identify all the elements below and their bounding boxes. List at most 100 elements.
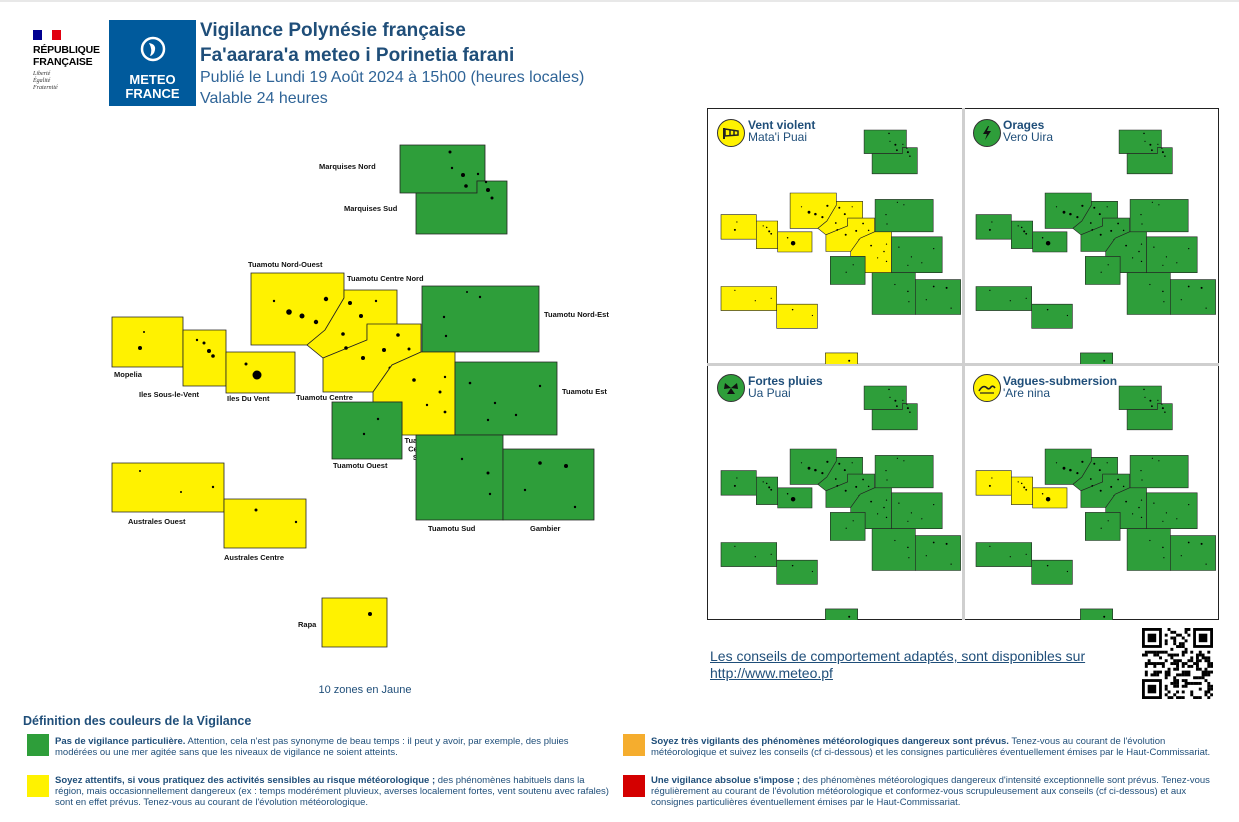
island-icon [1140, 243, 1143, 245]
advice-link[interactable]: Les conseils de comportement adaptés, so… [710, 648, 1130, 682]
island-icon [1149, 143, 1152, 146]
island-icon [910, 512, 912, 514]
island-icon [1009, 300, 1011, 302]
island-icon [894, 143, 897, 146]
island-icon [762, 225, 764, 227]
vagues-zone-gambier [1170, 535, 1216, 571]
island-icon [180, 491, 182, 493]
advice-url[interactable]: http://www.meteo.pf [710, 665, 833, 681]
island-icon [461, 173, 465, 177]
vagues-title: Vagues-submersion [1003, 374, 1118, 388]
island-icon [1045, 496, 1051, 502]
island-icon [382, 348, 386, 352]
zone-count: 10 zones en Jaune [318, 684, 412, 696]
zone-australes-ouest [111, 462, 225, 513]
island-icon [1188, 504, 1190, 506]
island-icon [1103, 359, 1106, 362]
zone-label-tuamotu-nord-ouest: Tuamotu Nord-Ouest [248, 260, 323, 269]
island-icon [885, 470, 887, 472]
island-icon [765, 482, 768, 485]
legend-swatch-orange [623, 734, 645, 756]
island-icon [811, 570, 813, 573]
island-icon [523, 488, 527, 492]
island-icon [845, 271, 847, 273]
island-icon [1020, 226, 1023, 229]
island-icon [909, 411, 911, 413]
island-icon [425, 403, 429, 407]
zone-label-iles-sous-le-vent: Iles Sous-le-Vent [139, 390, 200, 399]
map-orages [975, 129, 1216, 364]
island-icon [855, 229, 858, 232]
island-icon [925, 555, 927, 557]
vent-zone-tuamotu-est [891, 236, 943, 273]
island-icon [362, 432, 366, 436]
vent-zone-rapa [825, 352, 858, 364]
island-icon [894, 539, 896, 542]
island-icon [885, 516, 888, 519]
island-icon [838, 462, 841, 465]
pluies-zone-tuamotu-sud [871, 528, 916, 571]
vent-subtitle: Mata'i Puai [748, 130, 807, 144]
island-icon [514, 413, 518, 417]
island-icon [1140, 214, 1142, 216]
pluies-zone-tuamotu-ouest [830, 512, 866, 541]
island-icon [988, 484, 991, 487]
island-icon [932, 285, 935, 288]
pluies-subtitle: Ua Puai [748, 386, 791, 400]
island-icon [1162, 520, 1164, 522]
zone-label-tuamotu-ouest: Tuamotu Ouest [333, 461, 388, 470]
island-icon [1153, 502, 1155, 504]
pluies-zone-mopelia [720, 470, 757, 496]
pluies-zone-gambier [915, 535, 961, 571]
island-icon [1069, 468, 1072, 472]
island-icon [896, 457, 898, 459]
island-icon [883, 506, 885, 509]
island-icon [989, 289, 991, 291]
island-icon [1188, 248, 1190, 250]
island-icon [488, 492, 492, 496]
island-icon [1081, 204, 1084, 207]
island-icon [902, 143, 904, 145]
island-icon [991, 477, 993, 479]
island-icon [894, 399, 897, 402]
island-icon [790, 496, 796, 502]
island-icon [1041, 492, 1044, 495]
island-icon [1144, 140, 1146, 142]
advice-text[interactable]: Les conseils de comportement adaptés, so… [710, 648, 1086, 664]
island-icon [407, 347, 411, 351]
orages-zone-tuamotu-est [1146, 236, 1198, 273]
island-icon [1151, 457, 1153, 459]
island-icon [438, 390, 442, 394]
island-icon [211, 485, 215, 489]
vagues-zone-tuamotu-sud [1126, 528, 1171, 571]
island-icon [443, 410, 447, 414]
island-icon [195, 338, 199, 342]
island-icon [1157, 399, 1159, 401]
island-icon [1200, 286, 1203, 289]
legend-orange: Soyez très vigilants des phénomènes mété… [651, 736, 1211, 758]
zone-label-tuamotu-centre-nord: Tuamotu Centre Nord [347, 274, 424, 283]
island-icon [202, 341, 206, 345]
island-icon [908, 301, 910, 303]
island-icon [1107, 264, 1109, 266]
pluies-zone-marquises-nord [863, 385, 907, 410]
island-icon [768, 486, 771, 489]
island-icon [821, 472, 824, 475]
zone-rapa-area [321, 597, 388, 648]
zone-label-marquises-sud: Marquises Sud [344, 204, 398, 213]
island-icon [1025, 297, 1027, 299]
legend-swatch-yellow [27, 775, 49, 797]
island-icon [883, 250, 885, 253]
pluies-zone-rapa [825, 608, 858, 620]
island-icon [736, 221, 738, 223]
island-icon [1151, 201, 1153, 203]
island-icon [867, 229, 870, 232]
island-icon [885, 243, 888, 245]
legend-swatch-green [27, 734, 49, 756]
vagues-zone-australes-centre [1031, 559, 1073, 585]
orages-title: Orages [1003, 118, 1045, 132]
island-icon [898, 502, 900, 504]
island-icon [1161, 147, 1163, 149]
vagues-zone-rapa [1080, 608, 1113, 620]
qr-code-icon[interactable] [1142, 628, 1213, 699]
